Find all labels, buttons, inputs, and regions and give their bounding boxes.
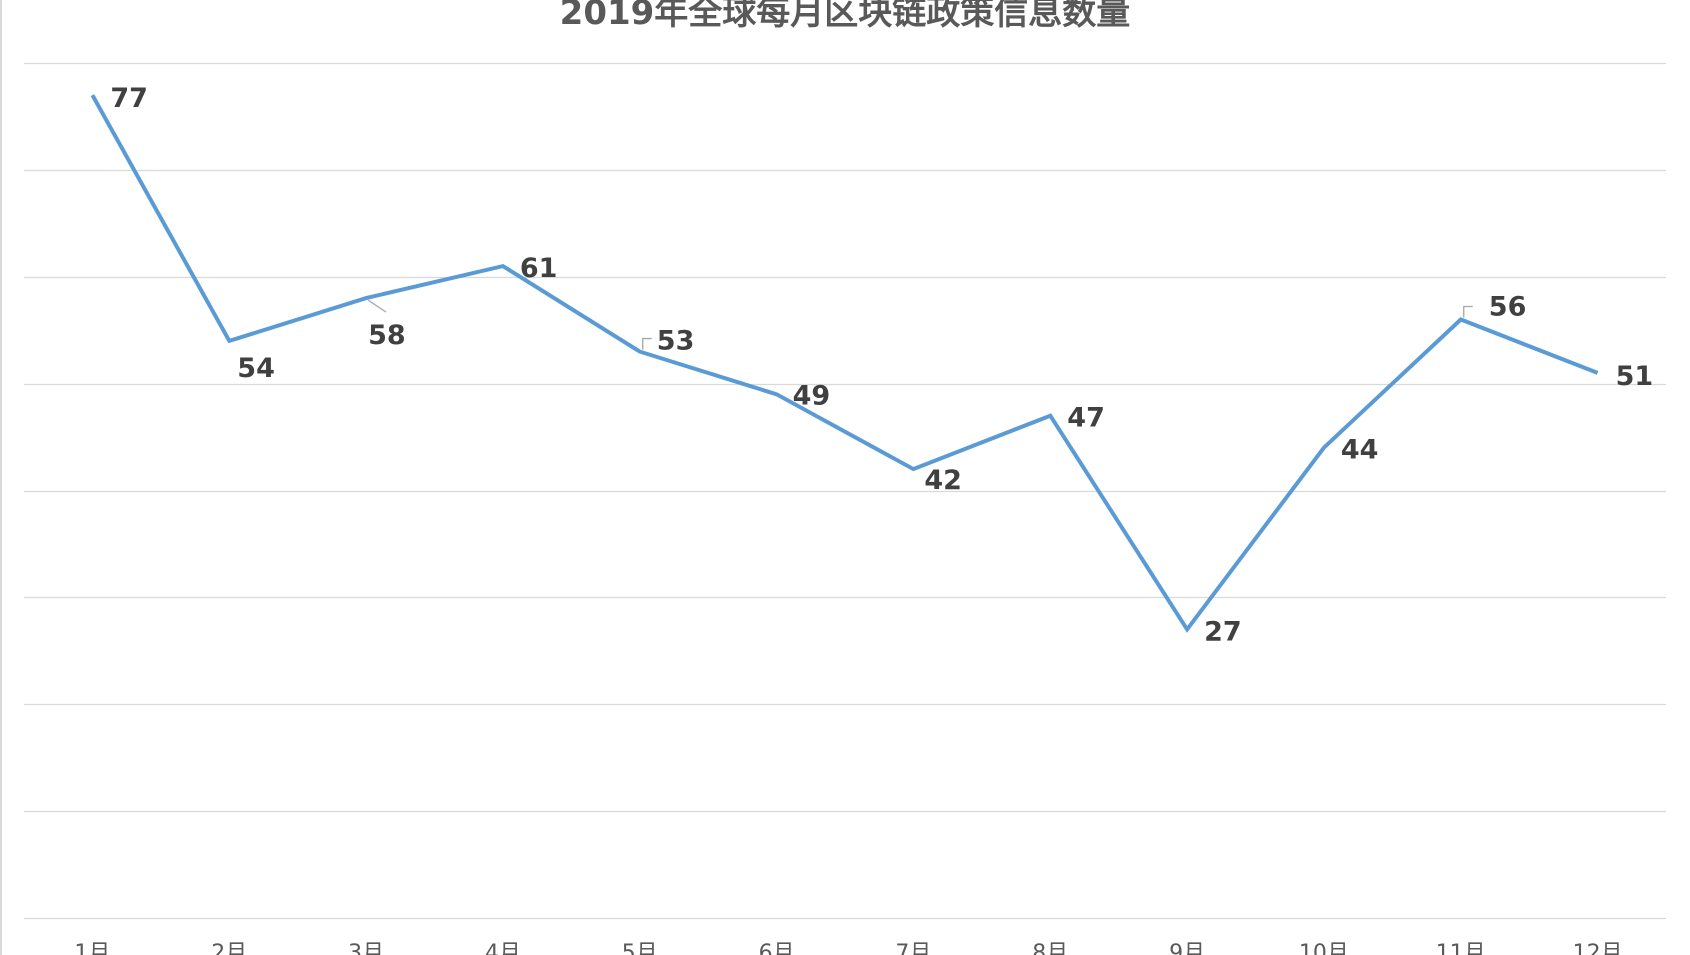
data-label-8: 47 <box>1067 403 1105 434</box>
x-tick-label-1: 1月 <box>74 941 110 955</box>
leader-line-3 <box>367 299 387 313</box>
x-tick-label-10: 10月 <box>1299 941 1349 955</box>
data-labels: 77 54 58 61 53 49 42 47 27 44 56 51 <box>110 83 1653 647</box>
data-label-12: 51 <box>1616 361 1654 392</box>
data-label-5: 53 <box>657 326 695 357</box>
x-tick-label-12: 12月 <box>1573 941 1623 955</box>
leader-line-5 <box>642 337 652 350</box>
series-line <box>90 94 1599 633</box>
x-tick-label-11: 11月 <box>1436 941 1486 955</box>
x-tick-label-2: 2月 <box>211 941 247 955</box>
x-tick-label-9: 9月 <box>1169 941 1205 955</box>
left-border <box>0 0 2 955</box>
data-label-4: 61 <box>520 253 558 284</box>
data-label-2: 54 <box>237 353 275 384</box>
data-label-9: 27 <box>1204 616 1242 647</box>
x-tick-label-3: 3月 <box>348 941 384 955</box>
data-label-7: 42 <box>924 465 962 496</box>
leader-line-11 <box>1463 305 1473 318</box>
x-tick-label-5: 5月 <box>622 941 658 955</box>
data-label-3: 58 <box>368 320 406 351</box>
x-tick-label-8: 8月 <box>1032 941 1068 955</box>
gridlines <box>24 62 1666 920</box>
data-label-11: 56 <box>1489 292 1527 323</box>
chart-title: 2019年全球每月区块链政策信息数量 <box>560 0 1131 33</box>
data-label-10: 44 <box>1341 435 1379 466</box>
x-tick-label-4: 4月 <box>485 941 521 955</box>
x-axis-tick-labels: 1月 2月 3月 4月 5月 6月 7月 8月 9月 10月 11月 12月 <box>74 941 1622 955</box>
x-tick-label-7: 7月 <box>895 941 931 955</box>
data-label-6: 49 <box>793 380 831 411</box>
data-label-1: 77 <box>110 83 148 114</box>
series-layer <box>90 94 1599 633</box>
x-tick-label-6: 6月 <box>759 941 795 955</box>
